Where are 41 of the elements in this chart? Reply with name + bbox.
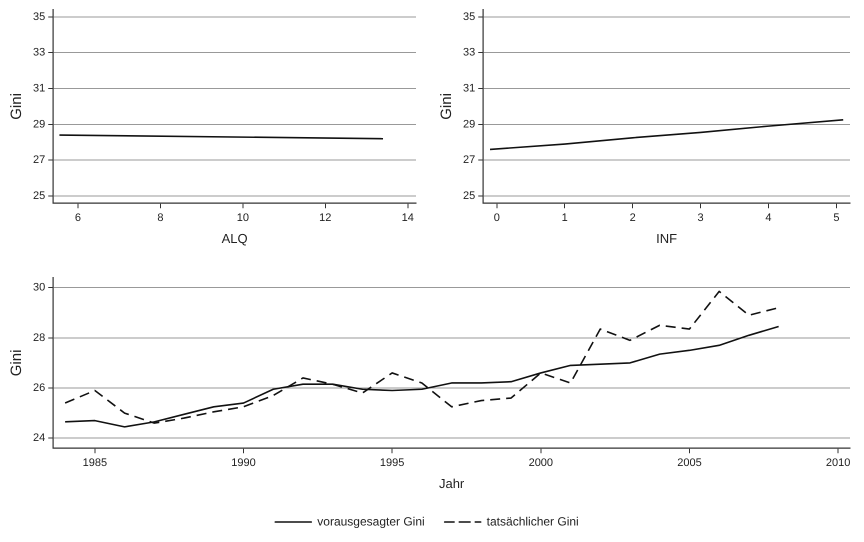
y-tick-label: 35 [32, 10, 46, 23]
x-tick-label: 3 [698, 212, 704, 224]
y-tick-label: 31 [32, 82, 46, 95]
x-tick-label: 1995 [380, 456, 404, 469]
y-tick-label: 29 [462, 118, 476, 130]
x-tick-label: 12 [319, 212, 332, 224]
y-tick-label: 24 [32, 432, 46, 444]
y-tick-label: 25 [462, 190, 476, 202]
y-tick-label: 25 [32, 190, 46, 202]
x-tick-label: 1990 [231, 456, 256, 469]
x-tick-label: 10 [236, 212, 249, 224]
y-axis-title: Gini [8, 93, 26, 120]
x-tick-label: 8 [157, 212, 164, 224]
y-tick-label: 33 [32, 46, 46, 59]
legend-label: tatsächlicher Gini [486, 514, 579, 528]
x-tick-label: 6 [74, 212, 82, 224]
x-tick-label: 0 [494, 212, 500, 224]
y-tick-label: 28 [32, 332, 46, 344]
y-axis-title: Gini [8, 350, 26, 376]
x-tick-label: 2010 [826, 456, 850, 469]
y-tick-label: 30 [32, 282, 46, 294]
y-tick-label: 27 [32, 154, 46, 166]
x-tick-label: 2000 [528, 456, 554, 469]
y-tick-label: 26 [32, 382, 46, 394]
y-axis-title: Gini [438, 93, 456, 120]
y-tick-label: 29 [32, 118, 46, 130]
x-tick-label: 14 [402, 212, 414, 224]
legend-label: vorausgesagter Gini [317, 514, 425, 528]
x-axis-title: INF [656, 230, 678, 246]
x-tick-label: 1 [562, 212, 568, 224]
x-tick-label: 5 [833, 212, 840, 224]
x-tick-label: 2005 [677, 456, 702, 469]
y-tick-label: 35 [462, 10, 476, 23]
y-tick-label: 31 [462, 82, 476, 95]
x-tick-label: 4 [765, 212, 772, 224]
x-tick-label: 2 [630, 212, 636, 224]
x-axis-title: Jahr [438, 476, 465, 491]
y-tick-label: 27 [462, 154, 476, 166]
y-tick-label: 33 [462, 46, 476, 59]
x-tick-label: 1985 [82, 456, 108, 469]
x-axis-title: ALQ [222, 230, 248, 246]
